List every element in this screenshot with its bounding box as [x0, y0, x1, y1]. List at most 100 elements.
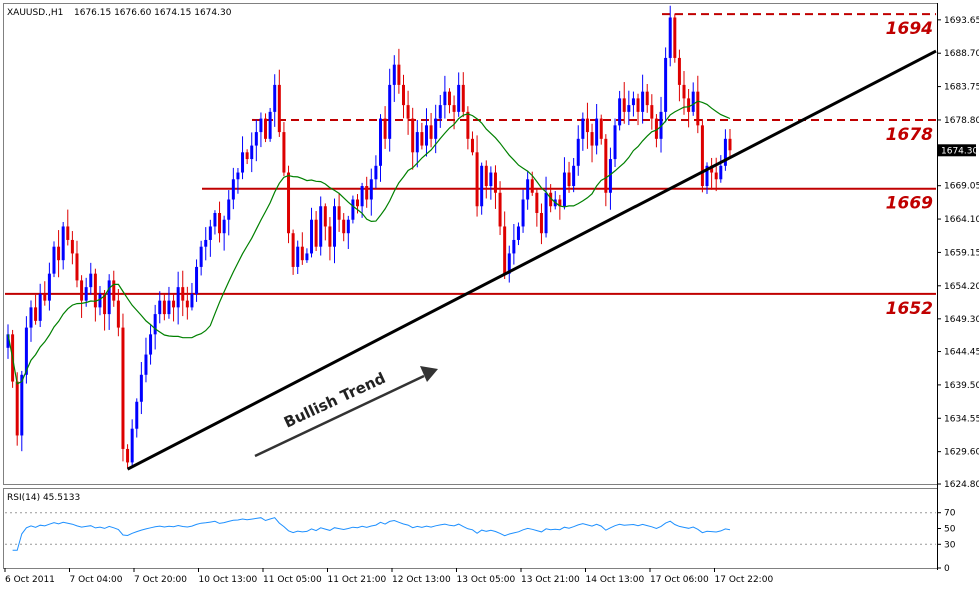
candle-body: [43, 293, 47, 301]
candle-body: [572, 165, 576, 187]
candle-body: [241, 152, 245, 173]
x-tick-label: 10 Oct 13:00: [199, 575, 258, 585]
candle-body: [300, 246, 304, 261]
candle-body: [434, 118, 438, 139]
candle-body: [277, 84, 281, 133]
candle-body: [15, 381, 19, 436]
candle-body: [195, 266, 199, 294]
candle-body: [719, 165, 723, 180]
price-axis-labels: 1693.65 1688.70 1683.75 1678.80 1669.05 1664.…: [937, 16, 979, 490]
candle-body: [397, 64, 401, 85]
rsi-indicator: 70 50 30 0: [5, 509, 956, 574]
x-tick-label: 6 Oct 2011: [5, 575, 55, 585]
candle: [121, 313, 125, 462]
candle: [677, 49, 681, 102]
candle: [604, 134, 608, 207]
candle-body: [521, 199, 525, 227]
candle: [406, 90, 410, 135]
candle: [572, 157, 576, 193]
candle: [608, 147, 612, 210]
candle: [250, 132, 254, 173]
candle: [185, 286, 189, 320]
candle: [75, 240, 79, 288]
candle-body: [84, 287, 88, 301]
candle: [521, 189, 525, 233]
candle-body: [411, 118, 415, 153]
candle-body: [677, 57, 681, 85]
candle: [562, 157, 566, 210]
candle: [310, 207, 314, 258]
candle: [673, 13, 677, 63]
candle: [57, 230, 61, 278]
candle: [277, 69, 281, 137]
y-tick-label: 1639.50: [944, 381, 979, 391]
candle: [369, 168, 373, 216]
candle-body: [645, 91, 649, 106]
candle: [107, 274, 111, 330]
rsi-panel: [3, 488, 938, 569]
time-axis-labels: 6 Oct 2011 7 Oct 04:00 7 Oct 20:00 10 Oct 1…: [4, 568, 773, 585]
candle-body: [222, 219, 226, 234]
trend-arrow-shaft: [254, 374, 425, 458]
candle-body: [516, 226, 520, 240]
candle: [126, 444, 130, 469]
candle: [535, 189, 539, 227]
candle-body: [365, 186, 369, 200]
candle: [296, 240, 300, 275]
candle: [558, 194, 562, 220]
chart-header-ohlc: 1676.15 1676.60 1674.15 1674.30: [74, 8, 232, 18]
candle-body: [66, 226, 70, 240]
candle: [457, 72, 461, 117]
x-tick-label: 17 Oct 06:00: [650, 575, 709, 585]
candle: [668, 5, 672, 67]
candle: [273, 74, 277, 127]
candle: [622, 82, 626, 124]
candle: [34, 294, 38, 325]
candle-body: [581, 118, 585, 139]
candle-body: [107, 280, 111, 315]
candle-body: [457, 84, 461, 112]
candle-body: [714, 172, 718, 180]
candle: [66, 209, 70, 246]
candle: [526, 170, 530, 210]
candle-body: [636, 98, 640, 112]
candle: [29, 300, 33, 342]
candle: [282, 122, 286, 177]
candle-body: [673, 17, 677, 58]
candle-body: [75, 253, 79, 281]
level-1678: 1678: [252, 118, 936, 145]
candle-body: [319, 206, 323, 247]
candle-body: [498, 192, 502, 227]
candle: [641, 74, 645, 124]
candle-body: [484, 165, 488, 187]
candle-body: [264, 118, 268, 139]
candle-body: [429, 125, 433, 139]
candle: [378, 114, 382, 182]
candle: [195, 259, 199, 302]
candle-body: [130, 428, 134, 463]
candle-body: [250, 145, 254, 160]
candle: [139, 361, 143, 415]
x-tick-label: 13 Oct 21:00: [521, 575, 580, 585]
candle: [241, 136, 245, 180]
candle-body: [576, 138, 580, 166]
candle-body: [443, 91, 447, 106]
candle: [328, 217, 332, 261]
candle-body: [682, 84, 686, 99]
candle-body: [116, 300, 120, 328]
candle: [618, 90, 622, 131]
candle-body: [650, 105, 654, 119]
candle-body: [493, 172, 497, 193]
candle-body: [328, 226, 332, 247]
candle-body: [254, 132, 258, 146]
candle-body: [6, 334, 10, 348]
candle: [305, 248, 309, 263]
candle-body: [360, 186, 364, 207]
candle-body: [245, 152, 249, 160]
candle-body: [526, 179, 530, 200]
candle-body: [61, 226, 65, 261]
candle: [659, 96, 663, 153]
candle-body: [512, 239, 516, 254]
candle-body: [595, 118, 599, 146]
